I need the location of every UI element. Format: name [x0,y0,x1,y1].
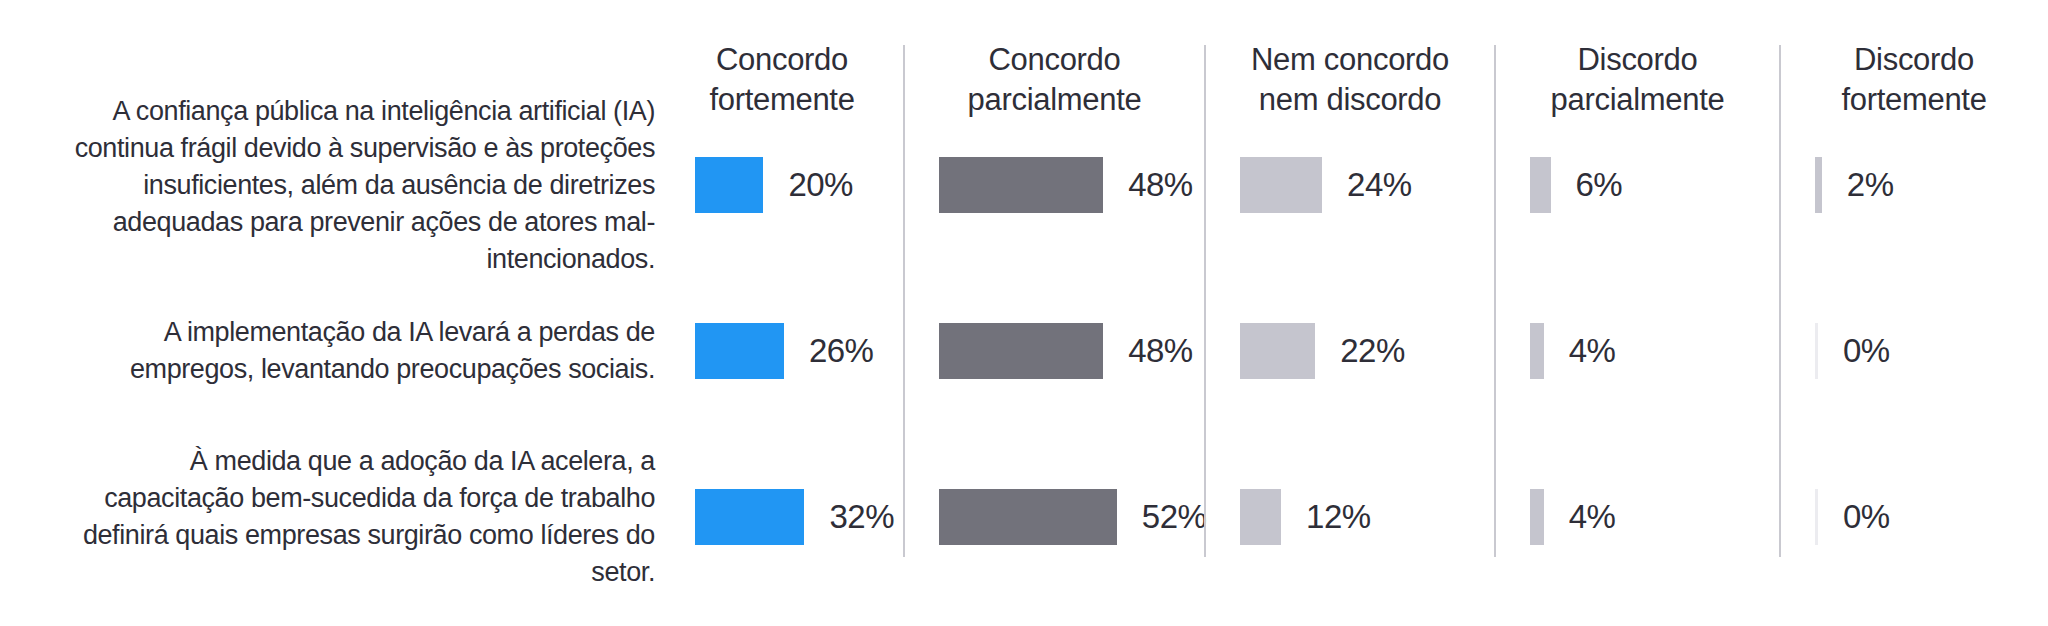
bar-r1-concordo-fortemente [695,157,763,213]
cell-r3-discordo-parcialmente: 4% [1495,434,1780,600]
cell-r2-concordo-fortemente: 26% [660,268,904,434]
statement-job-losses: A implementação da IA levará a perdas de… [0,268,660,434]
value-label: 0% [1843,498,1890,536]
statement-text: A confiança pública na inteligência arti… [60,93,660,278]
value-label: 2% [1847,166,1894,204]
value-label: 48% [1128,166,1193,204]
cell-r3-discordo-fortemente: 0% [1780,434,2048,600]
cell-r3-nem-concordo: 12% [1205,434,1495,600]
column-header-discordo-fortemente: Discordo fortemente [1780,0,2048,102]
bar-r2-concordo-fortemente [695,323,784,379]
cell-r3-concordo-fortemente: 32% [660,434,904,600]
bar-r3-concordo-fortemente [695,489,804,545]
statement-text: À medida que a adoção da IA acelera, a c… [60,443,660,591]
column-divider [903,45,905,557]
cell-r1-concordo-fortemente: 20% [660,102,904,268]
column-header-nem-concordo-nem-discordo: Nem concordo nem discordo [1205,0,1495,102]
bar-r2-discordo-parcialmente [1530,323,1544,379]
cell-r1-nem-concordo: 24% [1205,102,1495,268]
cell-r1-discordo-fortemente: 2% [1780,102,2048,268]
bar-r1-discordo-fortemente [1815,157,1822,213]
value-label: 6% [1576,166,1623,204]
value-label: 0% [1843,332,1890,370]
statement-text: A implementação da IA levará a perdas de… [60,314,660,388]
value-label: 48% [1128,332,1193,370]
column-header-concordo-parcialmente: Concordo parcialmente [904,0,1205,102]
cell-r2-discordo-parcialmente: 4% [1495,268,1780,434]
column-divider [1494,45,1496,557]
cell-r1-concordo-parcialmente: 48% [904,102,1205,268]
value-label: 24% [1347,166,1412,204]
bar-r2-concordo-parcialmente [939,323,1103,379]
statement-public-trust: A confiança pública na inteligência arti… [0,102,660,268]
statement-workforce-upskilling: À medida que a adoção da IA acelera, a c… [0,434,660,600]
bar-r3-nem-concordo [1240,489,1281,545]
value-label: 12% [1306,498,1371,536]
bar-r1-discordo-parcialmente [1530,157,1551,213]
cell-r2-nem-concordo: 22% [1205,268,1495,434]
bar-r2-nem-concordo [1240,323,1315,379]
value-label: 4% [1569,332,1616,370]
bar-r3-discordo-parcialmente [1530,489,1544,545]
bar-r1-nem-concordo [1240,157,1322,213]
cell-r2-discordo-fortemente: 0% [1780,268,2048,434]
column-divider [1204,45,1206,557]
value-label: 52% [1142,498,1207,536]
value-label: 4% [1569,498,1616,536]
bar-r1-concordo-parcialmente [939,157,1103,213]
bar-r2-discordo-fortemente [1815,323,1818,379]
bar-r3-concordo-parcialmente [939,489,1117,545]
value-label: 26% [809,332,874,370]
value-label: 22% [1340,332,1405,370]
value-label: 32% [829,498,894,536]
column-header-concordo-fortemente: Concordo fortemente [660,0,904,102]
column-divider [1779,45,1781,557]
bar-r3-discordo-fortemente [1815,489,1818,545]
cell-r3-concordo-parcialmente: 52% [904,434,1205,600]
cell-r2-concordo-parcialmente: 48% [904,268,1205,434]
likert-survey-chart: Concordo fortemente Concordo parcialment… [0,0,2048,626]
cell-r1-discordo-parcialmente: 6% [1495,102,1780,268]
column-header-discordo-parcialmente: Discordo parcialmente [1495,0,1780,102]
value-label: 20% [788,166,853,204]
